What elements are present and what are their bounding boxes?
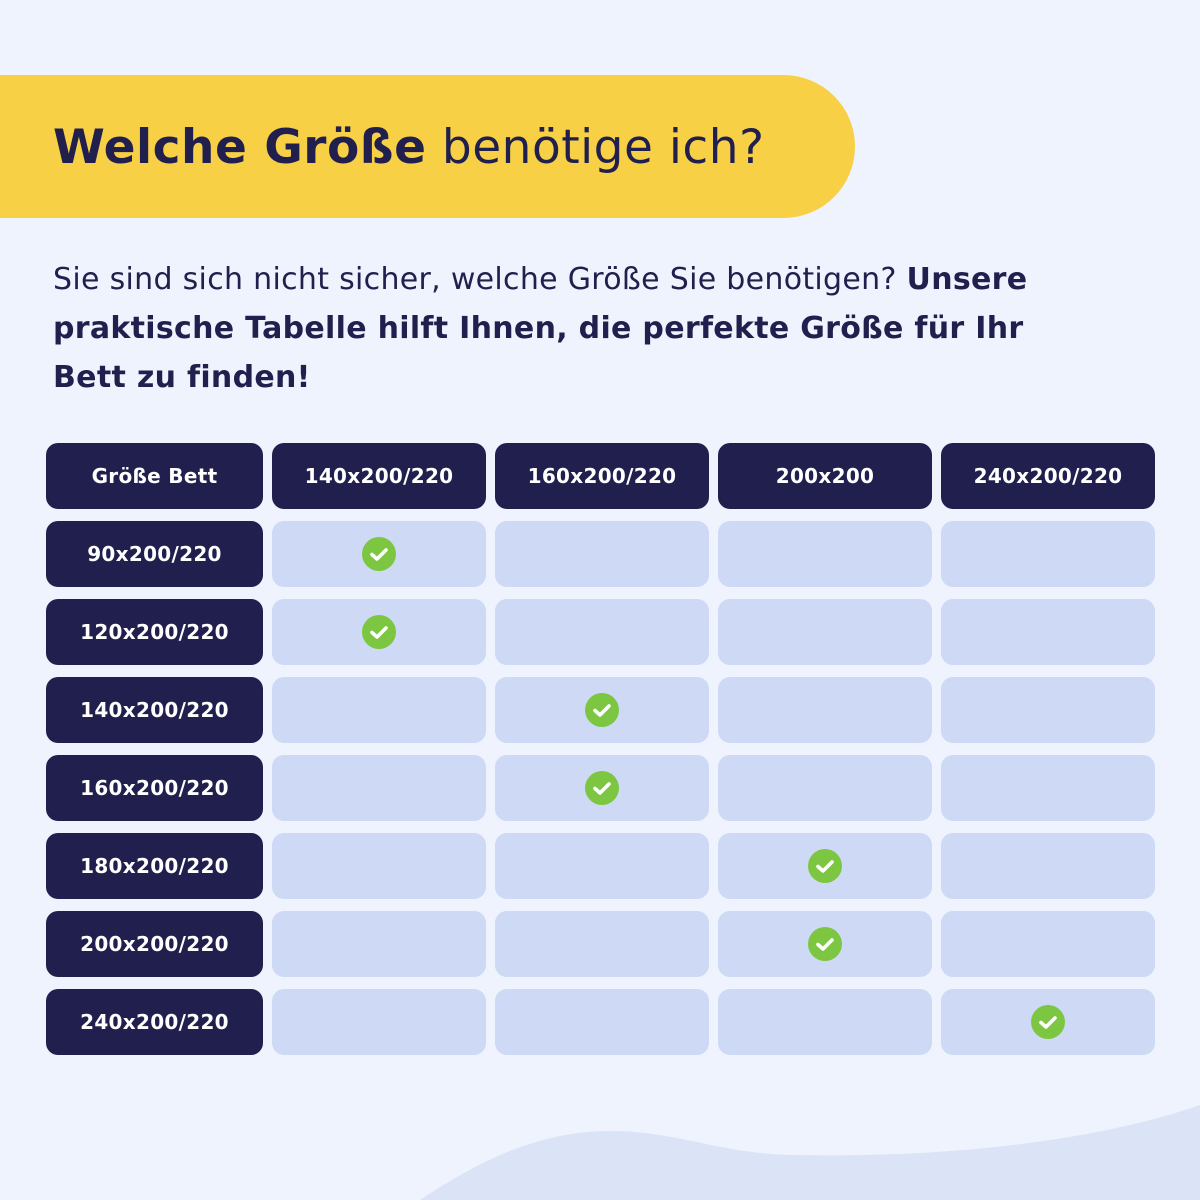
table-cell — [941, 677, 1155, 743]
title-bold: Welche Größe — [53, 120, 427, 175]
table-cell — [272, 989, 486, 1055]
table-cell — [718, 599, 932, 665]
check-circle-icon — [585, 693, 619, 727]
intro-bold: Unsere praktische Tabelle hilft Ihnen, d… — [53, 262, 1028, 395]
table-cell — [272, 677, 486, 743]
table-cell — [495, 521, 709, 587]
table-cell — [272, 521, 486, 587]
table-cell — [941, 521, 1155, 587]
table-cell — [495, 989, 709, 1055]
row-header: 200x200/220 — [46, 911, 263, 977]
column-header: 140x200/220 — [272, 443, 486, 509]
title-banner — [0, 75, 855, 218]
table-cell — [272, 755, 486, 821]
check-circle-icon — [808, 849, 842, 883]
size-table: Größe Bett 140x200/220 160x200/220 200x200 2… — [46, 443, 1155, 1055]
table-cell — [272, 599, 486, 665]
row-header: 120x200/220 — [46, 599, 263, 665]
table-cell — [941, 599, 1155, 665]
column-header: 160x200/220 — [495, 443, 709, 509]
check-circle-icon — [585, 771, 619, 805]
intro-regular: Sie sind sich nicht sicher, welche Größe… — [53, 262, 897, 297]
check-circle-icon — [362, 537, 396, 571]
table-cell — [272, 911, 486, 977]
check-circle-icon — [808, 927, 842, 961]
row-header: 140x200/220 — [46, 677, 263, 743]
check-circle-icon — [362, 615, 396, 649]
table-cell — [718, 989, 932, 1055]
column-header: 200x200 — [718, 443, 932, 509]
table-cell — [941, 989, 1155, 1055]
table-cell — [495, 911, 709, 977]
table-cell — [718, 833, 932, 899]
table-cell — [495, 677, 709, 743]
table-cell — [941, 911, 1155, 977]
row-header: 160x200/220 — [46, 755, 263, 821]
row-header: 90x200/220 — [46, 521, 263, 587]
table-cell — [495, 599, 709, 665]
table-header-corner: Größe Bett — [46, 443, 263, 509]
column-header: 240x200/220 — [941, 443, 1155, 509]
page-title: Welche Größe benötige ich? — [53, 116, 765, 180]
row-header: 240x200/220 — [46, 989, 263, 1055]
table-cell — [718, 911, 932, 977]
intro-text: Sie sind sich nicht sicher, welche Größe… — [53, 255, 1053, 402]
table-cell — [941, 755, 1155, 821]
title-regular: benötige ich? — [441, 120, 765, 175]
table-cell — [272, 833, 486, 899]
row-header: 180x200/220 — [46, 833, 263, 899]
table-cell — [495, 833, 709, 899]
table-cell — [941, 833, 1155, 899]
table-cell — [495, 755, 709, 821]
table-cell — [718, 677, 932, 743]
table-cell — [718, 755, 932, 821]
check-circle-icon — [1031, 1005, 1065, 1039]
table-cell — [718, 521, 932, 587]
